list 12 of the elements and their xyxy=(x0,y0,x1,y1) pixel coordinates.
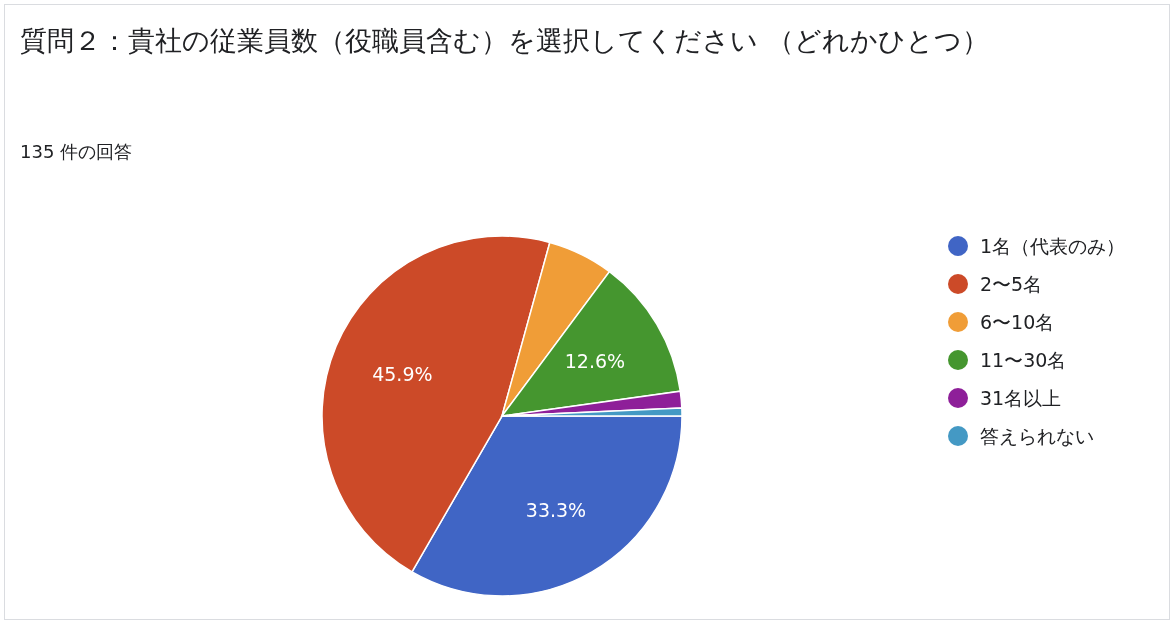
legend-label: 31名以上 xyxy=(980,387,1062,409)
legend-label: 2〜5名 xyxy=(980,273,1043,295)
legend-label: 11〜30名 xyxy=(980,349,1067,371)
legend-label: 6〜10名 xyxy=(980,311,1055,333)
text: 135 件の回答 xyxy=(20,140,133,164)
legend-label: 答えられない xyxy=(980,425,1094,447)
chart-title: 質問２：貴社の従業員数（役職員含む）を選択してください （どれかひとつ） xyxy=(20,24,990,58)
legend-label: 1名（代表のみ） xyxy=(980,235,1126,257)
data-label: 45.9% xyxy=(372,363,433,386)
data-label: 33.3% xyxy=(525,498,587,521)
pie: 33.3% 45.9% 12.6% xyxy=(321,235,683,597)
data-label: 12.6% xyxy=(564,349,626,372)
